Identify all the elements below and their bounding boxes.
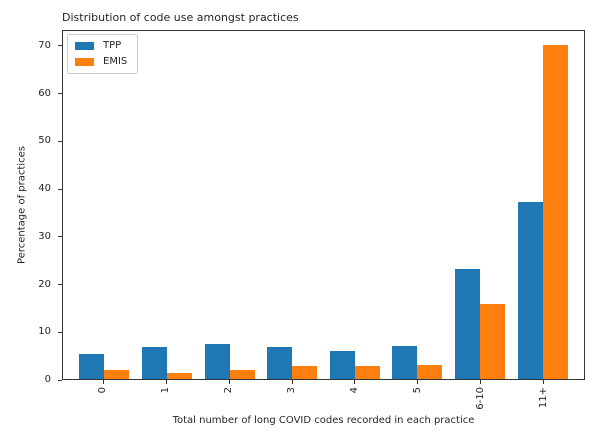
bar-tpp-5 [392,346,418,379]
bar-tpp-6-10 [455,268,481,379]
x-axis: 0 1 2 3 4 5 6-10 11+ [62,380,585,410]
bar-group-0 [73,31,136,379]
bar-emis-5 [417,364,443,379]
x-tick-cell: 0 [72,380,135,410]
y-tick-mark [58,284,62,286]
bar-emis-3 [292,365,318,379]
y-tick-mark [58,45,62,47]
y-tick-mark [58,188,62,190]
x-tick-cell: 2 [198,380,261,410]
x-tick-label: 5 [411,387,423,394]
bar-tpp-1 [141,346,167,379]
x-tick-cell: 11+ [512,380,575,410]
legend-swatch-tpp [75,42,94,50]
x-tick-label: 3 [286,387,298,394]
y-tick-label: 20 [38,278,51,290]
bar-emis-1 [166,372,192,379]
bar-group-1 [136,31,199,379]
y-tick-mark [58,93,62,95]
bar-group-2 [198,31,261,379]
bar-tpp-2 [204,343,230,379]
bar-tpp-4 [329,350,355,379]
y-axis: 0 10 20 30 40 50 60 70 [0,30,62,385]
x-tick-cell: 4 [324,380,387,410]
x-tick-mark [291,380,293,384]
bar-group-6-10 [449,31,512,379]
x-tick-mark [480,380,482,384]
y-tick-label: 50 [38,135,51,147]
x-tick-mark [417,380,419,384]
x-tick-mark [543,380,545,384]
y-tick-mark [58,379,62,381]
x-tick-mark [102,380,104,384]
y-tick-mark [58,331,62,333]
x-tick-mark [165,380,167,384]
bar-emis-6-10 [480,304,506,379]
bar-group-11+ [511,31,574,379]
x-tick-label: 0 [97,387,109,394]
bar-emis-4 [354,365,380,379]
plot-area: TPP EMIS [62,30,585,380]
x-tick-cell: 6-10 [449,380,512,410]
y-tick-label: 10 [38,326,51,338]
y-tick-mark [58,140,62,142]
y-tick-label: 30 [38,230,51,242]
x-tick-label: 6-10 [474,387,486,410]
legend-label-emis: EMIS [103,56,128,67]
legend-item-emis: EMIS [75,57,127,67]
y-tick-label: 40 [38,183,51,195]
x-tick-label: 4 [348,387,360,394]
legend-label-tpp: TPP [103,40,122,51]
x-tick-cell: 1 [135,380,198,410]
x-tick-cell: 5 [386,380,449,410]
bar-emis-2 [229,369,255,379]
legend-swatch-emis [75,58,94,66]
x-tick-mark [228,380,230,384]
x-tick-label: 2 [223,387,235,394]
chart-title: Distribution of code use amongst practic… [62,11,299,24]
legend-item-tpp: TPP [75,41,127,51]
bar-emis-0 [104,369,130,379]
x-tick-label: 11+ [537,387,549,409]
bar-emis-11+ [542,45,568,379]
bar-group-4 [324,31,387,379]
x-tick-cell: 3 [261,380,324,410]
bar-tpp-0 [79,353,105,379]
y-tick-label: 0 [44,374,51,385]
bar-group-3 [261,31,324,379]
bar-tpp-3 [267,346,293,379]
x-tick-mark [354,380,356,384]
bars-container [63,31,584,379]
y-tick-label: 70 [38,39,51,51]
x-axis-label: Total number of long COVID codes recorde… [172,415,475,426]
y-tick-mark [58,236,62,238]
bar-tpp-11+ [517,201,543,379]
legend: TPP EMIS [67,34,139,74]
bar-group-5 [386,31,449,379]
y-tick-label: 60 [38,87,51,99]
x-tick-label: 1 [160,387,172,394]
